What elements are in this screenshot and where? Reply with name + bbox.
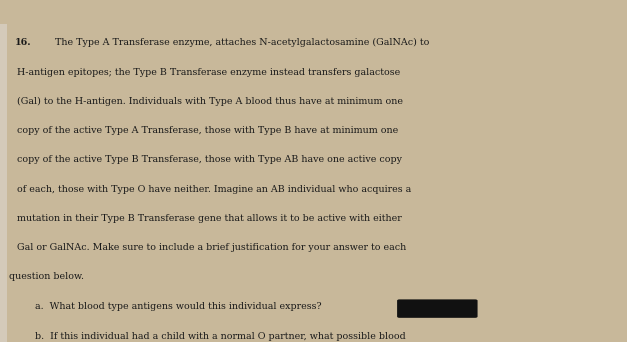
Text: mutation in their Type B Transferase gene that allows it to be active with eithe: mutation in their Type B Transferase gen… — [18, 214, 403, 223]
Text: Gal or GalNAc. Make sure to include a brief justification for your answer to eac: Gal or GalNAc. Make sure to include a br… — [18, 243, 407, 252]
Text: 16.: 16. — [14, 38, 31, 47]
FancyBboxPatch shape — [397, 299, 478, 318]
Text: a.  What blood type antigens would this individual express?: a. What blood type antigens would this i… — [35, 302, 322, 311]
Text: b.  If this individual had a child with a normal O partner, what possible blood: b. If this individual had a child with a… — [35, 332, 406, 341]
Polygon shape — [513, 17, 595, 94]
Text: The Type A Transferase enzyme, attaches N-acetylgalactosamine (GalNAc) to: The Type A Transferase enzyme, attaches … — [55, 38, 429, 48]
Text: of each, those with Type O have neither. Imagine an AB individual who acquires a: of each, those with Type O have neither.… — [18, 185, 412, 194]
Text: (Gal) to the H-antigen. Individuals with Type A blood thus have at minimum one: (Gal) to the H-antigen. Individuals with… — [18, 97, 404, 106]
Text: H-antigen epitopes; the Type B Transferase enzyme instead transfers galactose: H-antigen epitopes; the Type B Transfera… — [18, 67, 401, 77]
Text: copy of the active Type B Transferase, those with Type AB have one active copy: copy of the active Type B Transferase, t… — [18, 155, 403, 164]
FancyBboxPatch shape — [0, 24, 7, 342]
Text: copy of the active Type A Transferase, those with Type B have at minimum one: copy of the active Type A Transferase, t… — [18, 126, 399, 135]
Text: question below.: question below. — [9, 272, 84, 281]
